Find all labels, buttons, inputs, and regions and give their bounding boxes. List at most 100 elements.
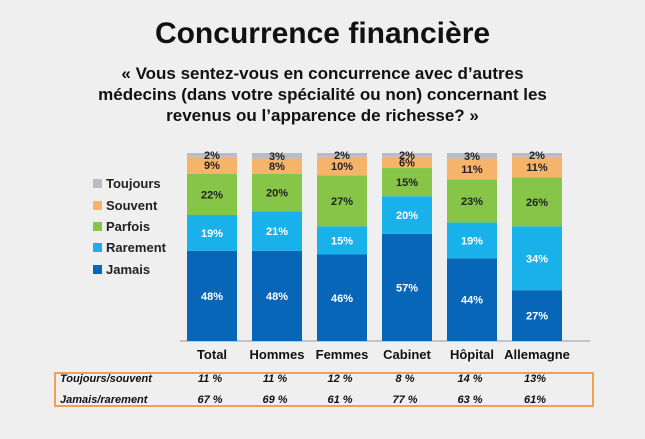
- legend-label: Rarement: [106, 240, 166, 256]
- bar-segment-souvent: [512, 156, 562, 178]
- x-tick-label: Allemagne: [504, 347, 570, 362]
- data-label: 3%: [464, 151, 480, 163]
- data-label: 23%: [461, 196, 483, 208]
- legend-label: Souvent: [106, 197, 158, 213]
- bar-segment-toujours: [382, 153, 432, 157]
- data-label: 26%: [526, 197, 548, 209]
- data-label: 8%: [269, 161, 285, 173]
- data-label: 27%: [331, 196, 353, 208]
- legend-label: Parfois: [106, 218, 151, 234]
- data-label: 46%: [331, 293, 353, 305]
- data-label: 11%: [461, 164, 483, 176]
- bar-segment-toujours: [317, 153, 367, 157]
- data-label: 9%: [204, 160, 220, 172]
- x-tick-label: Hôpital: [450, 347, 494, 362]
- summary-value: 11 %: [197, 373, 223, 385]
- summary-value: 13%: [523, 373, 547, 385]
- bar-segment-jamais: [447, 258, 497, 341]
- bar-segment-jamais: [512, 290, 562, 341]
- summary-value: 11 %: [262, 373, 288, 385]
- bar-segment-souvent: [317, 156, 367, 176]
- legend-swatch: [93, 264, 102, 274]
- legend-swatch: [93, 179, 102, 189]
- data-label: 19%: [201, 228, 223, 240]
- data-label: 22%: [201, 189, 223, 201]
- data-label: 19%: [461, 235, 483, 247]
- x-tick-label: Hommes: [250, 347, 305, 362]
- bar-segment-jamais: [187, 250, 237, 341]
- summary-value: 12 %: [327, 373, 353, 385]
- summary-value: 61%: [523, 394, 547, 406]
- data-label: 2%: [399, 150, 415, 162]
- summary-value: 8 %: [395, 373, 415, 385]
- x-tick-label: Cabinet: [383, 347, 431, 362]
- summary-value: 67 %: [197, 394, 223, 406]
- bar-segment-rarement: [317, 226, 367, 255]
- legend-item: Rarement: [93, 237, 166, 258]
- data-label: 48%: [266, 291, 288, 303]
- x-tick-label: Femmes: [316, 347, 369, 362]
- bar-segment-parfois: [512, 177, 562, 227]
- data-label: 2%: [529, 150, 545, 162]
- chart-subtitle: « Vous sentez-vous en concurrence avec d…: [98, 64, 547, 125]
- data-label: 27%: [526, 311, 548, 323]
- summary-box: [54, 372, 594, 407]
- bar-segment-jamais: [317, 254, 367, 341]
- bar-segment-souvent: [447, 158, 497, 180]
- data-label: 20%: [396, 210, 418, 222]
- legend-label: Toujours: [106, 176, 161, 192]
- data-label: 48%: [201, 291, 223, 303]
- data-label: 20%: [266, 187, 288, 199]
- legend-label: Jamais: [106, 261, 151, 277]
- data-label: 11%: [526, 162, 548, 174]
- bar-segment-toujours: [187, 153, 237, 157]
- summary-value: 69 %: [262, 394, 288, 406]
- x-tick-label: Total: [197, 347, 227, 362]
- bar-segment-souvent: [382, 156, 432, 169]
- legend-swatch: [93, 200, 102, 210]
- bar-segment-souvent: [187, 156, 237, 174]
- bar-segment-rarement: [252, 211, 302, 251]
- summary-row: Toujours/souvent 11 % 11 % 12 % 8 % 14 % 13%: [0, 373, 645, 390]
- data-label: 2%: [334, 150, 350, 162]
- data-label: 6%: [399, 157, 415, 169]
- bar-segment-parfois: [252, 173, 302, 212]
- bar-segment-rarement: [382, 196, 432, 234]
- summary-value: 14 %: [457, 373, 483, 385]
- bar-segment-jamais: [382, 233, 432, 341]
- summary-row-label: Toujours/souvent: [60, 373, 152, 385]
- legend-item: Toujours: [93, 173, 166, 194]
- legend: Toujours Souvent Parfois Rarement Jamais: [93, 173, 166, 280]
- legend-swatch: [93, 221, 102, 231]
- legend-swatch: [93, 243, 102, 253]
- chart-title: Concurrence financière: [154, 17, 491, 50]
- bar-segment-rarement: [512, 226, 562, 291]
- data-label: 57%: [396, 282, 418, 294]
- data-label: 3%: [269, 151, 285, 163]
- bar-segment-parfois: [187, 173, 237, 216]
- bar-segment-toujours: [447, 153, 497, 159]
- bar-segment-rarement: [187, 215, 237, 251]
- data-label: 15%: [331, 235, 353, 247]
- bar-segment-toujours: [512, 153, 562, 157]
- bar-segment-souvent: [252, 158, 302, 174]
- legend-item: Souvent: [93, 194, 166, 215]
- data-label: 34%: [526, 253, 548, 265]
- summary-row-label: Jamais/rarement: [60, 394, 148, 406]
- summary-value: 61 %: [327, 394, 353, 406]
- summary-value: 63 %: [457, 394, 483, 406]
- data-label: 44%: [461, 295, 483, 307]
- data-label: 2%: [204, 150, 220, 162]
- legend-item: Parfois: [93, 216, 166, 237]
- summary-value: 77 %: [392, 394, 418, 406]
- bar-segment-toujours: [252, 153, 302, 159]
- bar-segment-rarement: [447, 222, 497, 259]
- bar-segment-jamais: [252, 250, 302, 341]
- data-label: 10%: [331, 161, 353, 173]
- bar-segment-parfois: [317, 175, 367, 227]
- summary-row: Jamais/rarement 67 % 69 % 61 % 77 % 63 % 61%: [0, 394, 645, 411]
- data-label: 15%: [396, 177, 418, 189]
- legend-item: Jamais: [93, 259, 166, 280]
- bar-segment-parfois: [382, 168, 432, 197]
